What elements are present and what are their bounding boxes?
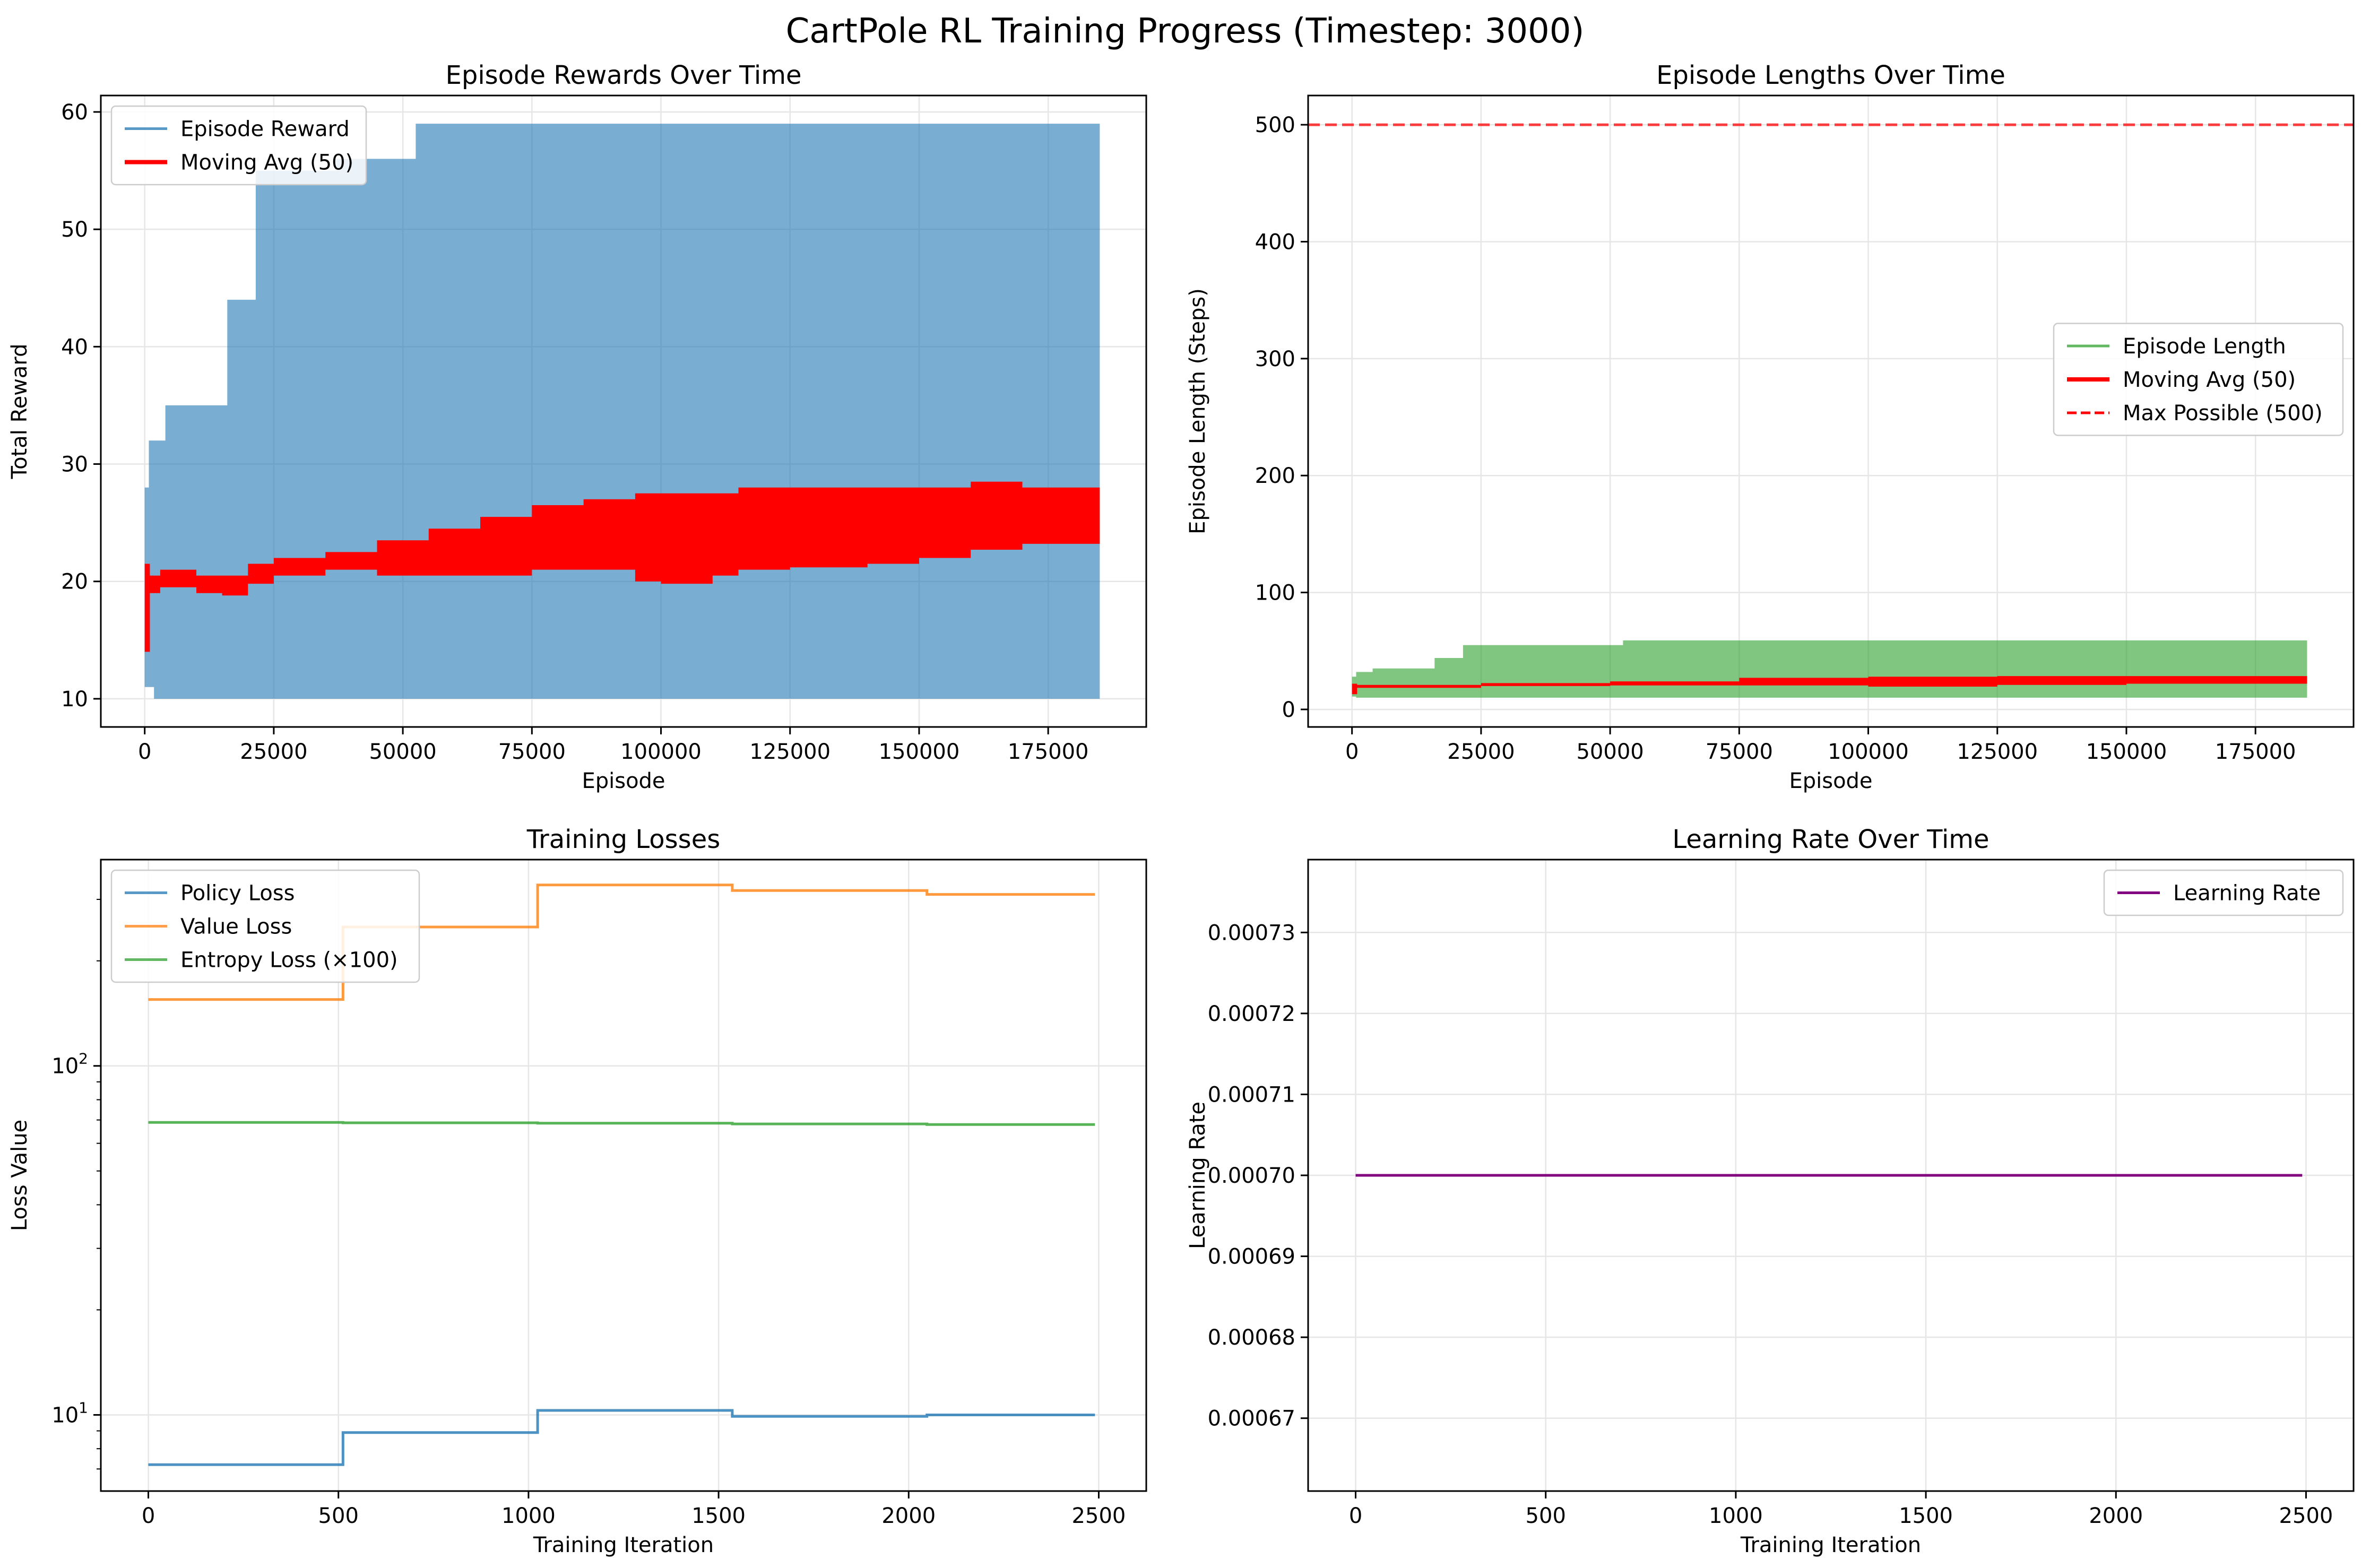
x-tick-label: 50000 bbox=[369, 740, 436, 764]
x-tick-label: 150000 bbox=[879, 740, 960, 764]
legend-label: Moving Avg (50) bbox=[180, 151, 353, 175]
chart-title: Training Losses bbox=[526, 825, 720, 854]
y-axis-label: Total Reward bbox=[7, 343, 32, 479]
x-tick-label: 100000 bbox=[620, 740, 702, 764]
plot-area bbox=[144, 124, 1100, 699]
x-tick-label: 2500 bbox=[2279, 1504, 2333, 1528]
legend-box bbox=[2103, 869, 2344, 916]
x-axis-label: Training Iteration bbox=[533, 1533, 714, 1557]
x-tick-label: 25000 bbox=[240, 740, 307, 764]
y-tick-label: 400 bbox=[1255, 230, 1295, 254]
series-moving-avg-50 bbox=[1352, 676, 2307, 695]
plot-frame bbox=[100, 94, 1147, 728]
plot-frame bbox=[1307, 94, 2355, 728]
x-tick-label: 175000 bbox=[2215, 740, 2296, 764]
legend: Episode Length Moving Avg (50) Max Possibl… bbox=[2053, 323, 2344, 436]
x-tick-label: 0 bbox=[1349, 1504, 1362, 1528]
y-tick-label: 0.00068 bbox=[1208, 1326, 1295, 1350]
x-tick-label: 50000 bbox=[1576, 740, 1644, 764]
y-tick-label: 100 bbox=[1255, 581, 1295, 605]
y-tick-label: 50 bbox=[61, 218, 88, 242]
legend-label: Episode Length bbox=[2123, 334, 2286, 359]
x-tick-label: 25000 bbox=[1447, 740, 1515, 764]
series-episode-reward bbox=[144, 124, 1100, 699]
x-tick-label: 500 bbox=[1526, 1504, 1566, 1528]
legend-box bbox=[2053, 323, 2344, 436]
x-tick-label: 2000 bbox=[881, 1504, 936, 1528]
y-axis-label: Learning Rate bbox=[1186, 1102, 1210, 1249]
y-tick-label: 300 bbox=[1255, 347, 1295, 371]
x-tick-label: 100000 bbox=[1828, 740, 1909, 764]
series-episode-length bbox=[1352, 640, 2307, 698]
legend-label: Moving Avg (50) bbox=[2123, 368, 2296, 392]
x-axis-label: Episode bbox=[582, 769, 665, 793]
y-tick-label: 0.00071 bbox=[1208, 1082, 1295, 1107]
y-axis-label: Episode Length (Steps) bbox=[1186, 288, 1210, 534]
x-axis-label: Training Iteration bbox=[1740, 1533, 1921, 1557]
x-tick-label: 2500 bbox=[1072, 1504, 1126, 1528]
legend-label: Max Possible (500) bbox=[2123, 401, 2323, 426]
legend-box bbox=[110, 105, 367, 186]
legend: Policy Loss Value Loss Entropy Loss (×100) bbox=[110, 869, 420, 983]
x-tick-label: 1000 bbox=[501, 1504, 556, 1528]
legend-label: Learning Rate bbox=[2173, 881, 2321, 906]
chart-title: Episode Rewards Over Time bbox=[446, 60, 802, 90]
x-axis-label: Episode bbox=[1789, 769, 1872, 793]
legend-label: Value Loss bbox=[180, 915, 292, 939]
plot-frame bbox=[100, 859, 1147, 1492]
legend-label: Entropy Loss (×100) bbox=[180, 948, 398, 973]
chart-4: 0 500 1000 1500 2000 2500 0.00067 0.00068 0.0006… bbox=[1186, 825, 2355, 1557]
x-tick-label: 125000 bbox=[1957, 740, 2038, 764]
y-tick-label: 0 bbox=[1282, 698, 1295, 722]
y-tick-label: 30 bbox=[61, 453, 88, 477]
x-tick-label: 1500 bbox=[1899, 1504, 1953, 1528]
y-tick-label: 40 bbox=[61, 335, 88, 359]
y-tick-label: 500 bbox=[1255, 113, 1295, 137]
x-tick-label: 0 bbox=[138, 740, 151, 764]
y-tick-label: 0.00069 bbox=[1208, 1245, 1295, 1269]
series-entropy-loss-100 bbox=[148, 1121, 1095, 1126]
y-tick-label: 20 bbox=[61, 570, 88, 594]
y-tick-label: 200 bbox=[1255, 464, 1295, 488]
plot-area bbox=[1308, 123, 2354, 698]
x-tick-label: 1500 bbox=[691, 1504, 746, 1528]
chart-title: Episode Lengths Over Time bbox=[1656, 60, 2005, 90]
y-tick-label: 0.00070 bbox=[1208, 1164, 1295, 1188]
series-moving-avg-50 bbox=[144, 481, 1100, 652]
x-tick-label: 75000 bbox=[498, 740, 566, 764]
y-tick-label: 0.00073 bbox=[1208, 921, 1295, 945]
x-tick-label: 175000 bbox=[1008, 740, 1089, 764]
y-tick-label: 10 bbox=[61, 687, 88, 712]
legend-label: Policy Loss bbox=[180, 881, 295, 906]
y-tick-label: 0.00072 bbox=[1208, 1002, 1295, 1026]
chart-1: 0 25000 50000 75000 100000 125000 150000 175000… bbox=[7, 60, 1147, 793]
x-tick-label: 75000 bbox=[1706, 740, 1773, 764]
x-tick-label: 1000 bbox=[1709, 1504, 1763, 1528]
x-tick-label: 500 bbox=[318, 1504, 359, 1528]
x-tick-label: 0 bbox=[1345, 740, 1359, 764]
series-policy-loss bbox=[148, 1409, 1095, 1466]
x-tick-label: 125000 bbox=[749, 740, 831, 764]
legend-label: Episode Reward bbox=[180, 117, 350, 142]
x-tick-label: 0 bbox=[142, 1504, 155, 1528]
y-tick-label: 60 bbox=[61, 100, 88, 125]
figure-title: CartPole RL Training Progress (Timestep:… bbox=[786, 12, 1585, 51]
legend-box bbox=[110, 869, 420, 983]
x-tick-label: 150000 bbox=[2086, 740, 2167, 764]
legend: Episode Reward Moving Avg (50) bbox=[110, 105, 367, 186]
chart-2: 0 25000 50000 75000 100000 125000 150000 175000… bbox=[1186, 60, 2355, 793]
legend: Learning Rate bbox=[2103, 869, 2344, 916]
chart-title: Learning Rate Over Time bbox=[1672, 825, 1989, 854]
y-axis-label: Loss Value bbox=[7, 1120, 32, 1231]
x-tick-label: 2000 bbox=[2089, 1504, 2143, 1528]
y-tick-label: 0.00067 bbox=[1208, 1407, 1295, 1431]
